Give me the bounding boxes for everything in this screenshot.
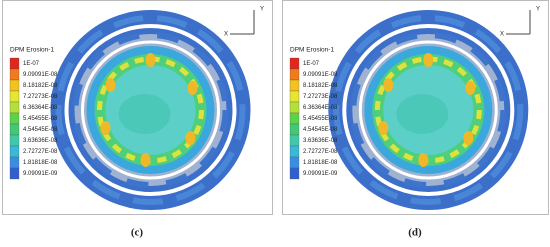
legend-label: 7.27273E-08: [303, 94, 338, 100]
legend-swatch: [9, 57, 20, 70]
core-patch: [396, 94, 449, 134]
legend-label: 2.72727E-08: [23, 149, 58, 155]
legend-swatch: [9, 68, 20, 81]
legend-label: 6.36364E-08: [303, 105, 338, 111]
legend-label: 5.45455E-08: [303, 116, 338, 122]
legend-label: 8.18182E-08: [23, 83, 58, 89]
legend-swatch: [9, 101, 20, 114]
legend-label: 1.81818E-08: [23, 160, 58, 166]
legend-swatch: [9, 79, 20, 92]
legend-swatch: [289, 57, 300, 70]
legend-swatch: [289, 134, 300, 147]
legend-label: 1E-07: [23, 61, 40, 67]
hot-spot: [145, 53, 156, 67]
axis-x-label: X: [224, 32, 228, 38]
hot-spot: [185, 131, 196, 145]
legend-title: DPM Erosion-1: [290, 47, 334, 54]
hot-spot: [100, 121, 111, 135]
legend-swatch: [9, 123, 20, 136]
legend-swatch: [9, 112, 20, 125]
legend-label: 9.09091E-09: [23, 171, 58, 177]
hot-spot: [187, 81, 198, 95]
legend-swatch: [289, 68, 300, 81]
legend-swatch: [289, 167, 300, 180]
legend-swatch: [289, 145, 300, 158]
legend-label: 9.09091E-08: [23, 72, 58, 78]
legend-title: DPM Erosion-1: [10, 47, 54, 54]
hot-spot: [378, 121, 389, 135]
legend-label: 5.45455E-08: [23, 116, 58, 122]
panel: Y X DPM Erosion-1 1E-07 9.09091E-08 8.18182E-…: [282, 0, 549, 239]
legend-label: 4.54545E-08: [23, 127, 58, 133]
hot-spot: [140, 153, 151, 167]
legend-swatch: [289, 79, 300, 92]
hot-spot: [105, 78, 116, 92]
caption: (d): [408, 227, 422, 239]
outer-band: [55, 15, 246, 205]
gap-ring: [64, 24, 237, 196]
axis-y-label: Y: [536, 7, 540, 13]
legend-swatch: [289, 123, 300, 136]
legend-swatch: [9, 90, 20, 103]
legend-swatch: [9, 156, 20, 169]
mid-band: [72, 32, 229, 188]
legend-label: 1.81818E-08: [303, 160, 338, 166]
hot-ring: [374, 56, 482, 164]
legend-label: 9.09091E-09: [303, 171, 338, 177]
legend-swatch: [9, 145, 20, 158]
legend-label: 3.63636E-08: [23, 138, 58, 144]
axis-x-label: X: [500, 32, 504, 38]
legend-label: 6.36364E-08: [23, 105, 58, 111]
legend-swatch: [289, 112, 300, 125]
legend-swatch: [289, 156, 300, 169]
hot-spot: [463, 131, 474, 145]
hot-spot: [418, 153, 429, 167]
axis-y-label: Y: [260, 7, 264, 13]
legend-label: 2.72727E-08: [303, 149, 338, 155]
hot-ring: [97, 56, 204, 164]
legend-label: 4.54545E-08: [303, 127, 338, 133]
legend-swatch: [9, 134, 20, 147]
caption: (c): [131, 227, 144, 239]
core-patch: [118, 94, 171, 134]
legend-label: 9.09091E-08: [303, 72, 338, 78]
legend-label: 8.18182E-08: [303, 83, 338, 89]
gap-ring: [81, 40, 220, 180]
legend-label: 3.63636E-08: [303, 138, 338, 144]
gap-ring: [342, 24, 515, 196]
legend-label: 7.27273E-08: [23, 94, 58, 100]
gap-ring: [358, 40, 498, 180]
outer-band: [333, 15, 524, 205]
mid-band: [350, 32, 507, 188]
panel: Y X DPM Erosion-1 1E-07 9.09091E-08 8.18182E-…: [2, 0, 273, 239]
hot-spot: [383, 78, 394, 92]
legend-swatch: [289, 90, 300, 103]
legend-swatch: [9, 167, 20, 180]
hot-spot: [465, 81, 476, 95]
legend-label: 1E-07: [303, 61, 320, 67]
legend-swatch: [289, 101, 300, 114]
hot-spot: [423, 53, 434, 67]
